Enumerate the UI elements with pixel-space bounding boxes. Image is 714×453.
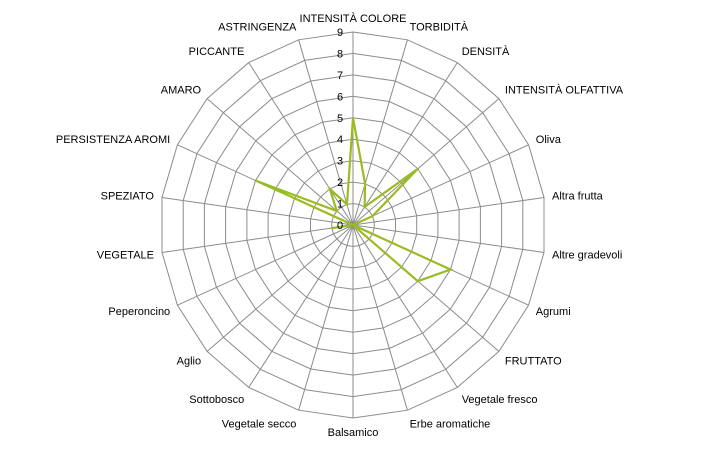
spoke-20 [248, 62, 354, 226]
tick-label-7: 7 [337, 70, 343, 82]
spoke-14 [206, 224, 354, 352]
category-label-1: TORBIDITÀ [410, 20, 469, 33]
spoke-2 [352, 62, 458, 226]
series-line-0 [255, 117, 454, 283]
category-label-16: VEGETALE [97, 250, 154, 262]
category-label-3: INTENSITÀ OLFATTIVA [505, 83, 624, 96]
tick-label-9: 9 [337, 27, 343, 39]
spoke-12 [298, 224, 354, 411]
tick-label-0: 0 [337, 220, 343, 232]
category-label-6: Altre gradevoli [552, 250, 622, 262]
category-label-20: PICCANTE [189, 46, 245, 58]
category-label-17: SPEZIATO [101, 191, 155, 203]
tick-label-4: 4 [337, 134, 343, 146]
category-label-4: Oliva [536, 134, 562, 146]
category-label-18: PERSISTENZA AROMI [56, 134, 170, 146]
spoke-10 [352, 224, 408, 411]
spoke-13 [248, 224, 354, 388]
category-label-2: DENSITÀ [462, 45, 510, 58]
spoke-9 [352, 224, 458, 388]
spoke-16 [161, 224, 354, 253]
spoke-3 [352, 98, 500, 226]
category-label-10: Erbe aromatiche [410, 419, 491, 431]
category-label-7: Agrumi [536, 306, 571, 318]
spoke-4 [352, 144, 529, 226]
category-label-21: ASTRINGENZA [218, 21, 297, 33]
category-label-0: INTENSITÀ COLORE [300, 12, 407, 25]
series-layer [255, 117, 454, 283]
grid-layer [161, 31, 545, 419]
spoke-17 [161, 197, 354, 226]
category-label-19: AMARO [161, 84, 202, 96]
spoke-5 [352, 197, 545, 226]
tick-label-2: 2 [337, 177, 343, 189]
category-label-8: FRUTTATO [505, 356, 562, 368]
spoke-6 [352, 224, 545, 253]
spoke-19 [206, 98, 354, 226]
category-label-14: Aglio [177, 356, 201, 368]
tick-label-8: 8 [337, 48, 343, 60]
spoke-21 [298, 39, 354, 226]
category-label-11: Balsamico [328, 427, 379, 439]
tick-label-5: 5 [337, 113, 343, 125]
category-label-13: Sottobosco [189, 394, 244, 406]
category-label-15: Peperoncino [108, 306, 170, 318]
spoke-15 [177, 224, 354, 306]
tick-label-3: 3 [337, 156, 343, 168]
tick-labels: 0 1 2 3 4 5 6 7 8 9 [337, 27, 343, 232]
spoke-1 [352, 39, 408, 226]
category-label-5: Altra frutta [552, 191, 604, 203]
category-label-12: Vegetale secco [222, 419, 297, 431]
tick-label-6: 6 [337, 91, 343, 103]
category-label-9: Vegetale fresco [462, 394, 538, 406]
tick-label-1: 1 [337, 199, 343, 211]
